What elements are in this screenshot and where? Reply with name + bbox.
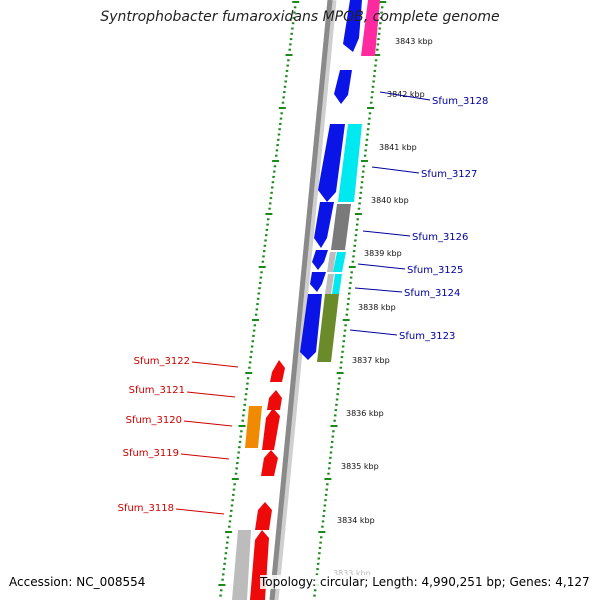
gene-label[interactable]: Sfum_3122 [134, 356, 190, 367]
gene-label[interactable]: Sfum_3127 [421, 169, 477, 180]
gene-block[interactable] [333, 252, 346, 272]
gene-arrow[interactable] [312, 250, 328, 270]
gene-block[interactable] [325, 274, 334, 294]
kbp-label: 3838 kbp [358, 303, 396, 312]
gene-arrow[interactable] [310, 272, 326, 292]
gene-block[interactable] [317, 294, 339, 362]
gene-label[interactable]: Sfum_3126 [412, 232, 468, 243]
kbp-label: 3835 kbp [341, 462, 379, 471]
gene-label[interactable]: Sfum_3124 [404, 288, 460, 299]
gene-label[interactable]: Sfum_3121 [129, 385, 185, 396]
gene-label[interactable]: Sfum_3120 [126, 415, 182, 426]
reverse-gene-labels: Sfum_3122 Sfum_3121 Sfum_3120 Sfum_3119 … [118, 356, 239, 515]
forward-gene-labels: Sfum_3128 Sfum_3127 Sfum_3126 Sfum_3125 … [349, 91, 488, 342]
gene-block[interactable] [331, 204, 351, 250]
label-leader [349, 329, 398, 336]
gene-block[interactable] [327, 252, 336, 272]
gene-block[interactable] [338, 124, 362, 202]
label-leader [186, 391, 236, 398]
kbp-label: 3842 kbp [387, 90, 425, 99]
gene-label[interactable]: Sfum_3119 [123, 448, 179, 459]
gene-arrow[interactable] [334, 70, 352, 104]
label-leader [175, 508, 225, 515]
gene-label[interactable]: Sfum_3123 [399, 331, 455, 342]
label-leader [354, 287, 403, 293]
backbone [269, 0, 333, 600]
map-title: Syntrophobacter fumaroxidans MPOB, compl… [100, 9, 500, 25]
gene-block[interactable] [232, 530, 251, 600]
gene-block[interactable] [245, 406, 262, 448]
kbp-labels: 3843 kbp 3842 kbp 3841 kbp 3840 kbp 3839… [333, 37, 433, 578]
kbp-label: 3836 kbp [346, 409, 384, 418]
label-leader [362, 230, 411, 237]
label-leader [357, 263, 406, 270]
kbp-label: 3840 kbp [371, 196, 409, 205]
gene-arrow[interactable] [318, 124, 345, 202]
label-leader [379, 91, 431, 101]
accession-text: Accession: NC_008554 [9, 575, 146, 589]
gene-block[interactable] [332, 274, 342, 294]
gene-arrow[interactable] [261, 450, 278, 476]
gene-arrow[interactable] [270, 360, 285, 382]
label-leader [180, 453, 230, 460]
gene-arrow[interactable] [267, 390, 282, 410]
label-leader [183, 420, 233, 427]
genome-summary: Topology: circular; Length: 4,990,251 bp… [260, 575, 590, 589]
gene-label[interactable]: Sfum_3125 [407, 265, 463, 276]
gene-arrow[interactable] [314, 202, 334, 248]
kbp-label: 3839 kbp [364, 249, 402, 258]
gene-arrow[interactable] [262, 408, 280, 450]
gene-label[interactable]: Sfum_3118 [118, 503, 174, 514]
gene-arrow[interactable] [300, 294, 322, 360]
kbp-label: 3837 kbp [352, 356, 390, 365]
inner-tick-ring [218, 1, 300, 597]
outer-tick-ring [312, 1, 387, 597]
gene-arrow[interactable] [255, 502, 272, 530]
label-leader [371, 166, 420, 174]
kbp-label: 3843 kbp [395, 37, 433, 46]
gene-block[interactable] [361, 0, 380, 56]
kbp-label: 3841 kbp [379, 143, 417, 152]
gene-label[interactable]: Sfum_3128 [432, 96, 488, 107]
label-leader [191, 361, 239, 368]
gene-arrow[interactable] [250, 530, 269, 600]
kbp-label: 3834 kbp [337, 516, 375, 525]
kbp-label: 3833 kbp [333, 569, 371, 578]
gene-arrow[interactable] [343, 0, 362, 52]
